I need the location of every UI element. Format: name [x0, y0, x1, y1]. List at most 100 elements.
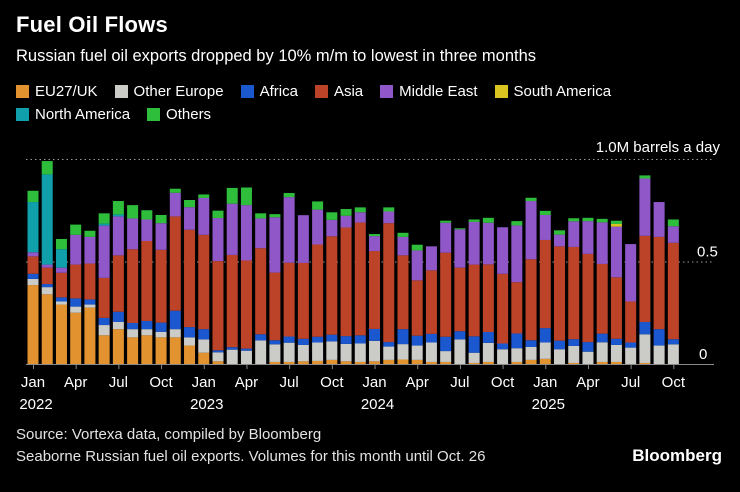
bar-segment-2023-03-others	[226, 187, 238, 204]
x-month-label: Apr	[406, 374, 429, 391]
bar-segment-2023-07-middle-east	[283, 197, 295, 263]
bar-segment-2024-07-other-europe	[454, 339, 466, 364]
bar-segment-2024-12-eu27-uk	[525, 359, 537, 364]
bar-segment-2023-12-africa	[354, 335, 366, 344]
bar-segment-2024-09-africa	[482, 332, 494, 343]
bar-segment-2024-12-others	[525, 197, 537, 202]
bar-segment-2025-07-middle-east	[625, 244, 637, 302]
bar-segment-2023-09-other-europe	[312, 342, 324, 361]
bar-segment-2025-05-others	[596, 218, 608, 223]
bar-segment-2024-03-africa	[397, 329, 409, 345]
bar-segment-2025-05-other-europe	[596, 342, 608, 362]
bar-segment-2022-07-eu27-uk	[112, 329, 124, 364]
bar-segment-2023-12-others	[354, 207, 366, 213]
bar-segment-2025-09-other-europe	[653, 345, 665, 364]
bar-segment-2023-11-others	[340, 209, 352, 216]
legend-label: Asia	[333, 83, 364, 100]
bar-segment-2024-07-others	[454, 228, 466, 230]
bar-segment-2023-10-asia	[326, 236, 338, 335]
bar-segment-2022-05-others	[84, 230, 96, 237]
bar-segment-2024-03-eu27-uk	[397, 359, 409, 364]
bar-segment-2025-01-asia	[539, 239, 551, 329]
bar-segment-2025-01-middle-east	[539, 214, 551, 240]
bar-segment-2023-04-africa	[240, 348, 252, 351]
bar-segment-2024-10-other-europe	[497, 349, 509, 364]
bar-segment-2024-05-asia	[425, 270, 437, 334]
chart-subtitle: Russian fuel oil exports dropped by 10% …	[16, 47, 537, 65]
bar-segment-2023-04-asia	[240, 260, 252, 349]
legend-item-other-europe: Other Europe	[114, 83, 224, 100]
bar-segment-2025-02-asia	[554, 246, 566, 341]
bar-segment-2022-10-africa	[155, 322, 167, 332]
bar-segment-2025-04-others	[582, 217, 594, 222]
bar-segment-2022-12-eu27-uk	[184, 345, 196, 364]
bar-segment-2023-02-asia	[212, 261, 224, 351]
bar-segment-2022-10-middle-east	[155, 223, 167, 250]
bar-segment-2025-04-middle-east	[582, 221, 594, 254]
bar-segment-2023-08-asia	[297, 262, 309, 339]
bar-segment-2023-07-africa	[283, 336, 295, 343]
bar-segment-2025-03-other-europe	[568, 345, 580, 363]
bar-segment-2022-06-other-europe	[98, 325, 110, 336]
bar-segment-2022-03-north-america	[55, 249, 67, 268]
bar-segment-2023-02-eu27-uk	[212, 361, 224, 364]
x-month-label: Jan	[21, 374, 45, 391]
bar-segment-2022-12-middle-east	[184, 207, 196, 230]
bar-segment-2022-02-africa	[41, 284, 53, 288]
bar-segment-2022-03-eu27-uk	[55, 304, 67, 364]
x-month-label: Jan	[533, 374, 557, 391]
bar-segment-2023-05-middle-east	[255, 218, 267, 249]
bar-segment-2025-10-others	[667, 219, 679, 227]
bar-segment-2025-09-asia	[653, 236, 665, 330]
x-month-label: Jul	[280, 374, 299, 391]
bar-segment-2024-04-africa	[411, 335, 423, 346]
bar-segment-2022-07-other-europe	[112, 321, 124, 330]
bar-segment-2024-10-middle-east	[497, 227, 509, 274]
bar-segment-2023-09-asia	[312, 244, 324, 337]
bar-segment-2022-01-north-america	[27, 202, 39, 253]
bar-segment-2023-09-eu27-uk	[312, 360, 324, 364]
bar-segment-2024-12-middle-east	[525, 201, 537, 260]
bar-segment-2023-06-other-europe	[269, 344, 281, 362]
bar-segment-2022-06-middle-east	[98, 225, 110, 278]
bar-segment-2024-05-africa	[425, 333, 437, 343]
y-axis-label-0.5: 0.5	[697, 244, 718, 261]
bar-segment-2022-11-others	[169, 188, 181, 193]
bar-segment-2025-08-africa	[639, 321, 651, 335]
bar-segment-2022-10-other-europe	[155, 331, 167, 338]
bar-segment-2023-07-other-europe	[283, 342, 295, 362]
bar-segment-2023-10-middle-east	[326, 219, 338, 237]
legend-label: Africa	[259, 83, 298, 100]
bar-segment-2022-03-asia	[55, 272, 67, 298]
bar-segment-2024-11-other-europe	[511, 348, 523, 362]
bar-segment-2025-03-middle-east	[568, 221, 580, 247]
bar-segment-2025-01-eu27-uk	[539, 358, 551, 364]
bar-segment-2025-03-asia	[568, 246, 580, 340]
bar-segment-2023-06-eu27-uk	[269, 361, 281, 364]
legend-row-2: North America Others	[16, 103, 726, 126]
legend-swatch	[314, 85, 328, 98]
bar-segment-2023-10-others	[326, 212, 338, 220]
bar-segment-2025-03-africa	[568, 339, 580, 346]
legend-swatch	[147, 108, 161, 121]
bar-segment-2022-09-other-europe	[141, 329, 153, 336]
bar-segment-2022-08-others	[127, 205, 139, 219]
bar-segment-2023-03-middle-east	[226, 203, 238, 255]
x-month-label: Jul	[450, 374, 469, 391]
bar-segment-2025-08-asia	[639, 235, 651, 322]
bar-segment-2022-07-africa	[112, 311, 124, 322]
bar-segment-2023-05-africa	[255, 334, 267, 341]
x-month-label: Oct	[491, 374, 515, 391]
bar-segment-2024-03-middle-east	[397, 236, 409, 256]
bar-segment-2023-12-eu27-uk	[354, 361, 366, 364]
x-year-label: 2023	[190, 396, 223, 413]
legend-item-north-america: North America	[16, 106, 130, 123]
bar-segment-2023-04-others	[240, 187, 252, 206]
bar-segment-2025-07-asia	[625, 301, 637, 343]
bar-segment-2024-05-other-europe	[425, 342, 437, 362]
legend-item-south-america: South America	[494, 83, 611, 100]
bar-segment-2025-02-others	[554, 230, 566, 235]
bar-segment-2023-11-asia	[340, 227, 352, 337]
x-month-label: Apr	[576, 374, 599, 391]
legend-item-others: Others	[147, 106, 211, 123]
